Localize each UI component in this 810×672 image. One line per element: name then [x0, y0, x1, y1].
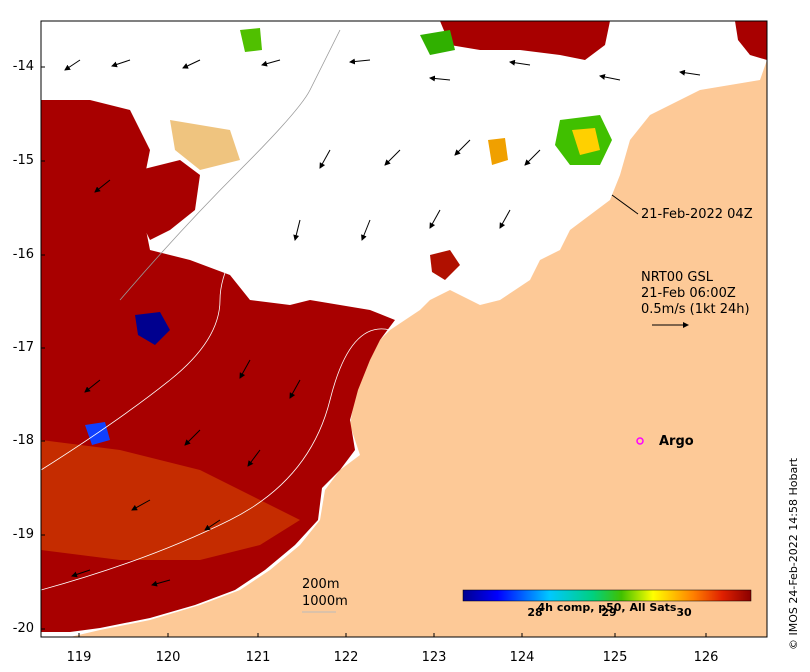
- pass-time-label: 21-Feb-2022 04Z: [641, 207, 753, 222]
- sst-orange-streak-2: [170, 120, 240, 170]
- plot-frame: [40, 20, 768, 638]
- y-tick-label: -19: [12, 527, 34, 542]
- current-vector: [524, 149, 541, 166]
- sst-warm-patch-2: [430, 250, 460, 280]
- current-vector: [384, 149, 401, 166]
- credit-text: © IMOS 24-Feb-2022 14:58 Hobart: [787, 457, 800, 650]
- sst-green-patch-3: [240, 28, 262, 52]
- isobath-contour-3: [119, 29, 341, 301]
- current-vector: [361, 219, 371, 241]
- current-product-label: NRT00 GSL: [641, 270, 713, 285]
- axis-ticks: [41, 66, 707, 637]
- current-vector: [429, 209, 441, 229]
- current-vector: [182, 59, 201, 69]
- sst-cool-patch-2: [85, 422, 110, 445]
- x-tick-label: 122: [333, 650, 359, 665]
- vector-scale-label: 0.5m/s (1kt 24h): [641, 302, 750, 317]
- y-tick-label: -14: [12, 59, 34, 74]
- current-vector: [429, 75, 451, 82]
- y-tick-label: -15: [12, 153, 34, 168]
- current-vector: [289, 379, 301, 399]
- argo-marker: [636, 437, 644, 445]
- sst-green-patch-2: [420, 30, 455, 55]
- colorbar-tick: 28: [527, 606, 543, 619]
- y-tick-label: -18: [12, 433, 34, 448]
- sst-cool-patch: [135, 312, 170, 345]
- current-vector: [454, 139, 471, 156]
- sst-warm-field-upper: [440, 21, 610, 60]
- current-vector: [84, 379, 101, 393]
- current-vectors: [64, 58, 701, 587]
- sst-orange-streak: [41, 440, 300, 560]
- x-tick-label: 123: [421, 650, 447, 665]
- colorbar-tick: 30: [676, 606, 692, 619]
- current-vector: [293, 219, 301, 241]
- current-vector: [239, 359, 251, 379]
- current-vector: [509, 59, 531, 66]
- current-vector: [94, 179, 111, 193]
- sst-warm-field-right: [735, 21, 767, 60]
- current-vector: [204, 519, 221, 531]
- pass-leader-line: [611, 194, 639, 215]
- current-vector: [184, 429, 201, 446]
- sst-warm-patch: [140, 160, 200, 240]
- current-vector: [261, 59, 281, 67]
- land-mass: [70, 60, 767, 637]
- current-vector: [499, 209, 511, 229]
- x-tick-label: 126: [693, 650, 719, 665]
- sst-yellow-patch: [572, 128, 600, 155]
- y-tick-label: -20: [12, 621, 34, 636]
- x-tick-label: 119: [66, 650, 92, 665]
- x-tick-label: 124: [509, 650, 535, 665]
- current-vector: [247, 449, 261, 467]
- isobath-label-200: 200m: [302, 577, 340, 592]
- current-vector: [151, 579, 171, 587]
- argo-label: Argo: [659, 434, 694, 449]
- isobath-contour-2: [41, 59, 331, 471]
- current-vector: [64, 59, 81, 71]
- current-time-label: 21-Feb 06:00Z: [641, 286, 736, 301]
- y-tick-label: -16: [12, 247, 34, 262]
- sst-orange-patch: [488, 138, 508, 165]
- colorbar: [462, 589, 752, 602]
- colorbar-tick: 29: [601, 606, 617, 619]
- y-tick-label: -17: [12, 340, 34, 355]
- x-tick-label: 120: [155, 650, 181, 665]
- isobath-contour: [41, 328, 391, 591]
- current-vector: [349, 58, 371, 65]
- colorbar-title: 4h comp, p50, All Sats: [537, 601, 677, 614]
- current-vector: [71, 569, 91, 578]
- current-vector: [599, 74, 621, 81]
- current-vector: [111, 59, 131, 68]
- isobath-label-1000: 1000m: [302, 594, 348, 609]
- x-tick-label: 121: [245, 650, 271, 665]
- current-vector: [319, 149, 331, 169]
- current-vector: [679, 69, 701, 76]
- x-tick-label: 125: [602, 650, 628, 665]
- current-vector: [131, 499, 151, 511]
